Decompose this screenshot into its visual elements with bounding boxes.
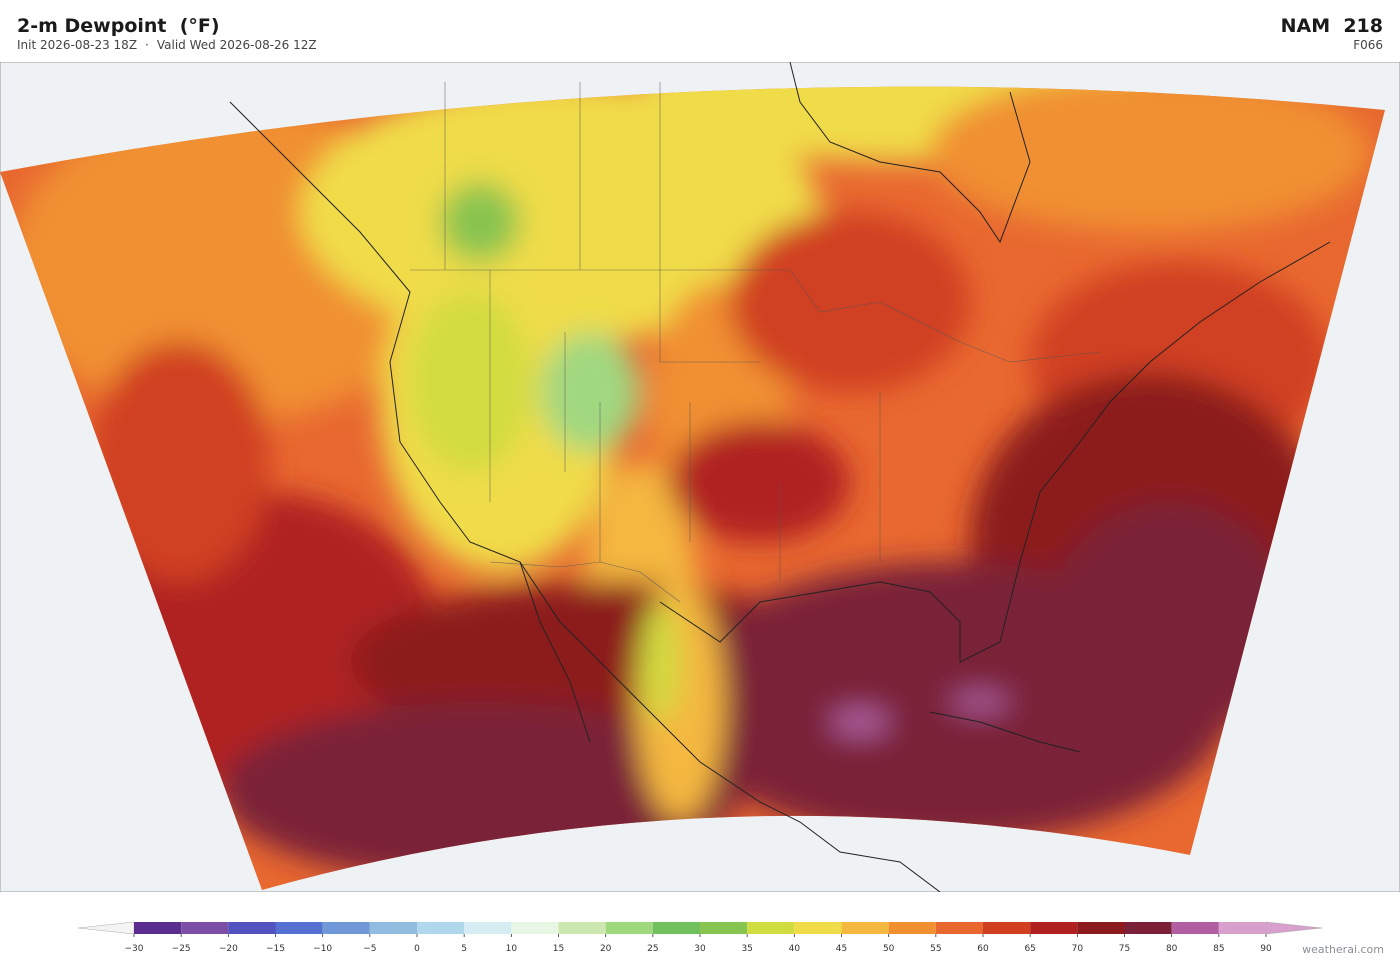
- tick-label: −5: [363, 944, 376, 954]
- tick-label: 90: [1260, 944, 1272, 954]
- color-swatch: [888, 922, 936, 934]
- color-swatch: [652, 922, 700, 934]
- tick-label: 85: [1213, 944, 1224, 954]
- tick-label: −20: [219, 944, 238, 954]
- dewpoint-field: [0, 86, 1385, 890]
- color-swatch: [228, 922, 276, 934]
- color-swatch: [181, 922, 229, 934]
- color-swatch: [464, 922, 512, 934]
- map: [0, 62, 1400, 892]
- colorbar-extend-low: [77, 921, 135, 935]
- tick-label: 35: [741, 944, 752, 954]
- init-time: Init 2026-08-23 18Z: [17, 38, 138, 52]
- tick-label: 75: [1119, 944, 1130, 954]
- title: 2-m Dewpoint (°F): [17, 15, 220, 37]
- color-swatch: [1030, 922, 1078, 934]
- tick-label: 55: [930, 944, 941, 954]
- color-swatch: [1077, 922, 1125, 934]
- coastlines: [229, 62, 1331, 892]
- tick-label: 45: [836, 944, 847, 954]
- valid-time: Valid Wed 2026-08-26 12Z: [156, 38, 317, 52]
- tick-label: 80: [1166, 944, 1178, 954]
- color-swatch: [322, 922, 370, 934]
- tick-label: 70: [1072, 944, 1084, 954]
- color-swatch: [747, 922, 795, 934]
- colorbar: −30 −25 −20 −15 −10 −5 0 5 10 15 20 25 30 35 40 45 50 55 6…: [77, 921, 1323, 954]
- color-swatch: [1124, 922, 1172, 934]
- separator: ·: [145, 38, 149, 52]
- credit: weatherai.com: [1302, 943, 1384, 956]
- tick-label: −30: [125, 944, 144, 954]
- color-swatch: [935, 922, 983, 934]
- tick-label: −25: [172, 944, 191, 954]
- borders: [410, 82, 1101, 603]
- tick-label: 60: [977, 944, 989, 954]
- tick-label: 5: [461, 944, 467, 954]
- model: NAM 218: [1280, 15, 1383, 37]
- color-swatch: [794, 922, 842, 934]
- subtitle: Init 2026-08-23 18Z · Valid Wed 2026-08-26…: [17, 38, 325, 52]
- tick-label: 0: [414, 944, 420, 954]
- color-swatch: [1171, 922, 1219, 934]
- forecast-hour: F066: [1353, 38, 1383, 52]
- tick-label: −15: [266, 944, 285, 954]
- tick-label: 40: [789, 944, 801, 954]
- color-swatch: [417, 922, 465, 934]
- color-swatch: [511, 922, 559, 934]
- color-swatch: [983, 922, 1031, 934]
- colorbar-extend-high: [1265, 921, 1323, 935]
- color-swatch: [369, 922, 417, 934]
- color-swatch: [275, 922, 323, 934]
- color-swatch: [605, 922, 653, 934]
- color-swatch: [134, 922, 182, 934]
- tick-label: 20: [600, 944, 612, 954]
- tick-label: 10: [506, 944, 518, 954]
- color-swatch: [1218, 922, 1266, 934]
- tick-label: −10: [313, 944, 332, 954]
- tick-label: 25: [647, 944, 658, 954]
- color-swatch: [558, 922, 606, 934]
- tick-label: 65: [1024, 944, 1035, 954]
- color-swatch: [841, 922, 889, 934]
- tick-label: 50: [883, 944, 895, 954]
- tick-label: 30: [694, 944, 706, 954]
- tick-label: 15: [553, 944, 564, 954]
- color-swatch: [700, 922, 748, 934]
